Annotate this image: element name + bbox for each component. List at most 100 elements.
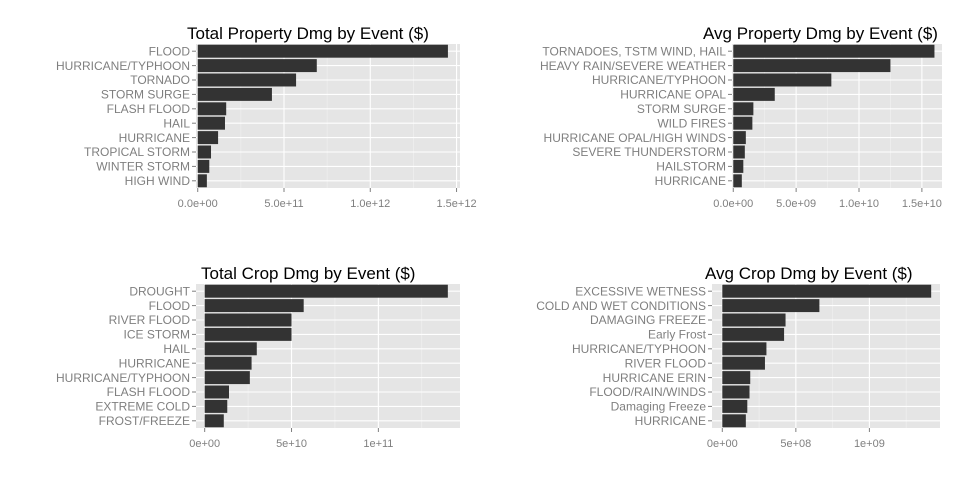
- bar-10: [197, 174, 207, 188]
- bar-8: [733, 145, 745, 159]
- category-label: HURRICANE: [119, 356, 190, 370]
- bar-9: [733, 159, 744, 173]
- category-label: TORNADOES, TSTM WIND, HAIL: [542, 44, 726, 58]
- x-tick-label: 1.5e+10: [902, 198, 942, 210]
- bar-2: [204, 299, 304, 313]
- bar-3: [204, 313, 292, 327]
- category-label: EXCESSIVE WETNESS: [575, 284, 706, 298]
- category-label: HAILSTORM: [656, 160, 726, 174]
- x-tick-label: 0.0e+00: [178, 198, 218, 210]
- x-tick-label: 5e+08: [780, 438, 811, 450]
- chart-title: Avg Crop Dmg by Event ($): [705, 264, 913, 283]
- chart-title: Total Crop Dmg by Event ($): [201, 264, 415, 283]
- bar-2: [722, 299, 820, 313]
- bar-5: [197, 102, 227, 116]
- bar-1: [722, 284, 932, 298]
- bar-9: [204, 399, 228, 413]
- category-label: HURRICANE ERIN: [603, 371, 706, 385]
- category-label: FROST/FREEZE: [99, 414, 190, 428]
- x-tick-label: 5.0e+11: [264, 198, 303, 210]
- x-tick-label: 5.0e+09: [776, 198, 816, 210]
- category-label: ICE STORM: [124, 328, 190, 342]
- category-label: HURRICANE/TYPHOON: [56, 371, 190, 385]
- x-tick-label: 1.5e+12: [437, 198, 477, 210]
- category-label: FLOOD: [149, 299, 191, 313]
- bar-1: [197, 44, 448, 58]
- category-label: HURRICANE OPAL: [620, 88, 726, 102]
- category-label: HAIL: [163, 116, 190, 130]
- category-label: HURRICANE/TYPHOON: [572, 342, 706, 356]
- category-label: HURRICANE/TYPHOON: [56, 59, 190, 73]
- bar-6: [204, 356, 252, 370]
- x-tick-label: 0e+00: [707, 438, 738, 450]
- bar-7: [197, 131, 219, 145]
- bar-3: [733, 73, 832, 87]
- bar-8: [197, 145, 212, 159]
- category-label: HEAVY RAIN/SEVERE WEATHER: [540, 59, 726, 73]
- category-label: FLASH FLOOD: [107, 385, 191, 399]
- bar-5: [204, 342, 257, 356]
- x-tick-label: 1.0e+12: [350, 198, 390, 210]
- bar-7: [722, 371, 751, 385]
- category-label: HIGH WIND: [125, 174, 191, 188]
- bar-6: [197, 116, 225, 130]
- bar-8: [722, 385, 750, 399]
- bar-3: [722, 313, 786, 327]
- category-label: DROUGHT: [129, 284, 190, 298]
- bar-9: [722, 399, 748, 413]
- bar-3: [197, 73, 297, 87]
- category-label: HAIL: [163, 342, 190, 356]
- category-label: WILD FIRES: [657, 116, 726, 130]
- category-label: HURRICANE: [119, 131, 190, 145]
- category-label: COLD AND WET CONDITIONS: [536, 299, 706, 313]
- bar-4: [733, 87, 775, 101]
- bar-6: [722, 356, 765, 370]
- bar-5: [733, 102, 754, 116]
- category-label: EXTREME COLD: [95, 400, 190, 414]
- category-label: RIVER FLOOD: [109, 313, 191, 327]
- category-label: Damaging Freeze: [611, 400, 707, 414]
- bar-6: [733, 116, 753, 130]
- category-label: FLOOD: [149, 44, 191, 58]
- bar-1: [204, 284, 448, 298]
- x-tick-label: 1e+09: [854, 438, 885, 450]
- bar-2: [733, 59, 891, 73]
- category-label: SEVERE THUNDERSTORM: [572, 145, 726, 159]
- chart-title: Avg Property Dmg by Event ($): [703, 24, 938, 43]
- category-label: STORM SURGE: [637, 102, 726, 116]
- category-label: HURRICANE: [635, 414, 706, 428]
- bar-10: [733, 174, 742, 188]
- category-label: FLASH FLOOD: [107, 102, 191, 116]
- category-label: HURRICANE: [655, 174, 726, 188]
- bar-5: [722, 342, 767, 356]
- bar-9: [197, 159, 210, 173]
- x-tick-label: 1.0e+10: [839, 198, 879, 210]
- category-label: WINTER STORM: [96, 160, 190, 174]
- bar-7: [733, 131, 746, 145]
- category-label: FLOOD/RAIN/WINDS: [589, 385, 706, 399]
- category-label: HURRICANE OPAL/HIGH WINDS: [544, 131, 726, 145]
- x-tick-label: 5e+10: [276, 438, 307, 450]
- category-label: TROPICAL STORM: [84, 145, 190, 159]
- category-label: Early Frost: [648, 328, 707, 342]
- category-label: DAMAGING FREEZE: [590, 313, 706, 327]
- bar-10: [722, 414, 746, 428]
- bar-7: [204, 371, 250, 385]
- category-label: STORM SURGE: [101, 88, 190, 102]
- bar-1: [733, 44, 935, 58]
- category-label: HURRICANE/TYPHOON: [592, 73, 726, 87]
- bar-8: [204, 385, 229, 399]
- x-tick-label: 0.0e+00: [713, 198, 753, 210]
- bar-10: [204, 414, 224, 428]
- category-label: RIVER FLOOD: [625, 356, 707, 370]
- bar-4: [204, 327, 292, 341]
- bar-4: [197, 87, 272, 101]
- chart-title: Total Property Dmg by Event ($): [187, 24, 429, 43]
- category-label: TORNADO: [130, 73, 190, 87]
- x-tick-label: 0e+00: [189, 438, 220, 450]
